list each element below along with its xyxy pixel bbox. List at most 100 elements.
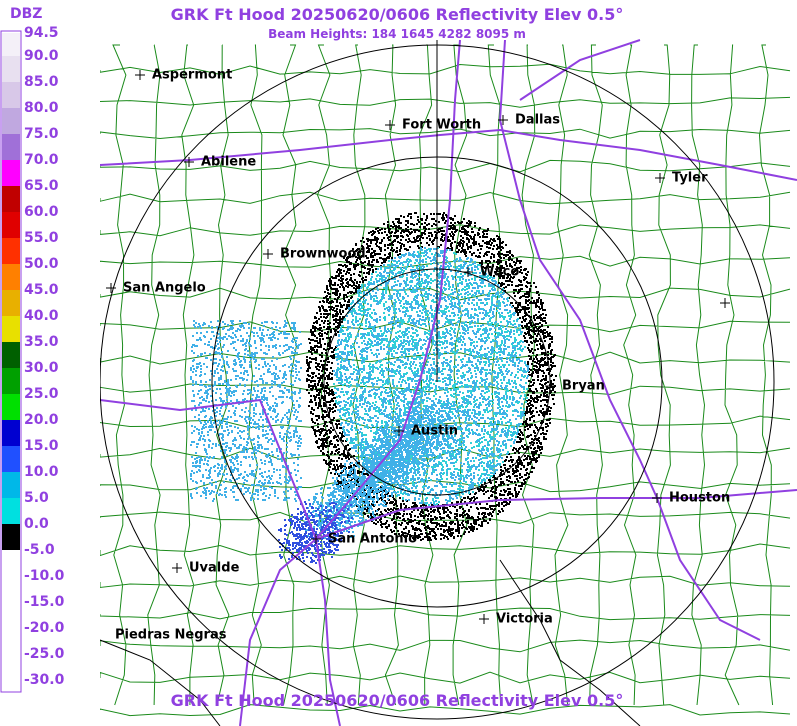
city-marker (172, 563, 182, 573)
legend-label: 40.0 (24, 308, 59, 324)
legend-swatch (2, 524, 20, 550)
legend-label: 94.5 (24, 25, 59, 41)
legend-swatch (2, 212, 20, 238)
legend-label: 55.0 (24, 230, 59, 246)
legend: DBZ 94.5 90.0 85.0 80.0 75.0 70.0 65.0 60.0 55.0… (0, 6, 65, 693)
legend-swatch (2, 628, 20, 654)
city-marker (498, 115, 508, 125)
legend-swatch (2, 550, 20, 576)
city-marker (545, 381, 555, 391)
highway (315, 489, 797, 540)
legend-swatch (2, 186, 20, 212)
range-rings (99, 40, 775, 726)
legend-swatch (2, 498, 20, 524)
highways (99, 39, 797, 726)
legend-swatch (2, 82, 20, 108)
legend-frame (0, 30, 22, 693)
city-marker (135, 70, 145, 80)
legend-swatch (2, 342, 20, 368)
legend-label: -25.0 (24, 646, 65, 662)
city-label: San Antonio (328, 532, 417, 547)
legend-label: 25.0 (24, 386, 59, 402)
highway (99, 128, 797, 181)
legend-label: 35.0 (24, 334, 59, 350)
city-label: Dallas (515, 113, 560, 128)
legend-label: 20.0 (24, 412, 59, 428)
legend-swatch (2, 108, 20, 134)
legend-swatch (2, 316, 20, 342)
legend-label: -30.0 (24, 672, 65, 688)
legend-label: 45.0 (24, 282, 59, 298)
legend-swatch (2, 602, 20, 628)
city-marker (184, 157, 194, 167)
border (99, 639, 221, 726)
legend-label: 15.0 (24, 438, 59, 454)
city-marker (311, 534, 321, 544)
legend-label: 85.0 (24, 74, 59, 90)
legend-label: 80.0 (24, 100, 59, 116)
legend-label: -5.0 (24, 542, 55, 558)
radar-echo (190, 212, 557, 564)
legend-label: 65.0 (24, 178, 59, 194)
highway (519, 39, 641, 101)
city-label: Austin (411, 424, 458, 439)
cities: Aspermont Fort Worth Dallas Abilene Tyler Bro… (106, 68, 730, 643)
legend-swatch (2, 654, 20, 680)
legend-unit: DBZ (10, 6, 42, 22)
city-label: Tyler (672, 171, 708, 186)
legend-swatch (2, 420, 20, 446)
city-label: Abilene (201, 155, 256, 170)
legend-label: -10.0 (24, 568, 65, 584)
city-marker (652, 493, 662, 503)
title: GRK Ft Hood 20250620/0606 Reflectivity E… (171, 5, 624, 24)
echo-speckles (333, 247, 528, 506)
legend-label: 0.0 (24, 516, 49, 532)
legend-swatch (2, 368, 20, 394)
highway (239, 39, 461, 726)
legend-label: 50.0 (24, 256, 59, 272)
city-marker (463, 267, 473, 277)
city-label: Aspermont (152, 68, 232, 83)
legend-swatch (2, 56, 20, 82)
legend-label: 70.0 (24, 152, 59, 168)
highway (99, 398, 317, 540)
city-marker (479, 614, 489, 624)
legend-swatch (2, 394, 20, 420)
echo-speckles (278, 501, 353, 564)
echo-speckles (190, 247, 529, 540)
legend-label: 30.0 (24, 360, 59, 376)
subtitle: Beam Heights: 184 1645 4282 8095 m (268, 27, 526, 41)
city-label: Fort Worth (402, 118, 481, 133)
city-marker (385, 120, 395, 130)
city-label: Waco (480, 265, 519, 280)
legend-swatch (2, 290, 20, 316)
legend-swatch (2, 472, 20, 498)
city-label: Piedras Negras (115, 628, 227, 643)
city-label: Houston (669, 491, 730, 506)
city-label: Brownwood (280, 247, 366, 262)
city-marker (263, 249, 273, 259)
highway (656, 497, 761, 641)
legend-swatch (2, 446, 20, 472)
legend-label: 10.0 (24, 464, 59, 480)
highway (498, 39, 658, 499)
legend-swatch (2, 160, 20, 186)
legend-label: 90.0 (24, 48, 59, 64)
legend-swatch (2, 264, 20, 290)
legend-swatch (2, 238, 20, 264)
city-marker (106, 283, 116, 293)
city-label: Bryan (562, 379, 605, 394)
legend-label: 75.0 (24, 126, 59, 142)
legend-label: -15.0 (24, 594, 65, 610)
legend-swatch (2, 33, 20, 56)
city-label: Victoria (496, 612, 553, 627)
city-marker (394, 426, 404, 436)
legend-swatch (2, 576, 20, 602)
legend-label: 60.0 (24, 204, 59, 220)
city-marker (720, 298, 730, 308)
legend-label: 5.0 (24, 490, 49, 506)
city-label: Uvalde (189, 561, 240, 576)
legend-swatch (2, 134, 20, 160)
